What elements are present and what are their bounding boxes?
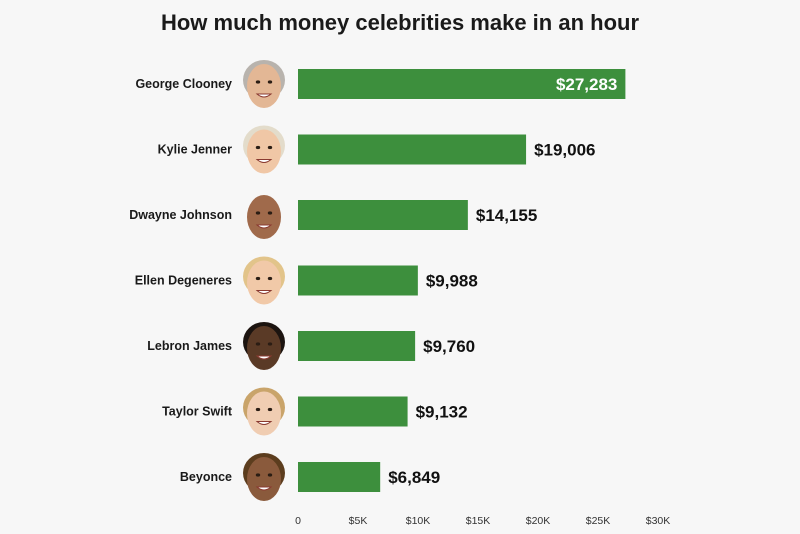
x-tick-label: $5K	[349, 515, 368, 527]
value-label: $14,155	[476, 206, 537, 225]
x-tick-label: $15K	[466, 515, 491, 527]
category-label: Ellen Degeneres	[135, 274, 232, 288]
chart-title: How much money celebrities make in an ho…	[160, 10, 640, 35]
value-label: $9,132	[416, 403, 468, 422]
category-label: Kylie Jenner	[158, 143, 232, 157]
category-label: Dwayne Johnson	[129, 208, 232, 222]
x-tick-label: 0	[295, 515, 301, 527]
category-label: Lebron James	[147, 339, 232, 353]
face-photo-icon	[243, 256, 285, 305]
x-tick-label: $30K	[646, 515, 671, 527]
face-photo-icon	[243, 453, 285, 501]
bar	[298, 462, 381, 492]
bar	[298, 134, 527, 165]
category-label: Taylor Swift	[162, 405, 233, 419]
value-label: $9,760	[423, 337, 475, 356]
bar	[298, 265, 418, 296]
x-tick-label: $25K	[586, 515, 611, 527]
category-label: Beyonce	[180, 470, 232, 484]
face-photo-icon	[243, 322, 285, 370]
value-label: $9,988	[426, 272, 478, 291]
bar	[298, 331, 416, 361]
bar	[298, 69, 626, 99]
face-photo-icon	[243, 387, 285, 436]
value-label: $27,283	[556, 75, 617, 94]
bar	[298, 200, 468, 230]
x-tick-label: $10K	[406, 515, 431, 527]
value-label: $19,006	[534, 141, 595, 160]
face-photo-icon	[243, 60, 285, 108]
face-photo-icon	[243, 125, 285, 174]
x-tick-label: $20K	[526, 515, 551, 527]
face-photo-icon	[247, 195, 281, 239]
value-label: $6,849	[388, 468, 440, 487]
category-label: George Clooney	[135, 77, 232, 91]
bar	[298, 396, 408, 427]
